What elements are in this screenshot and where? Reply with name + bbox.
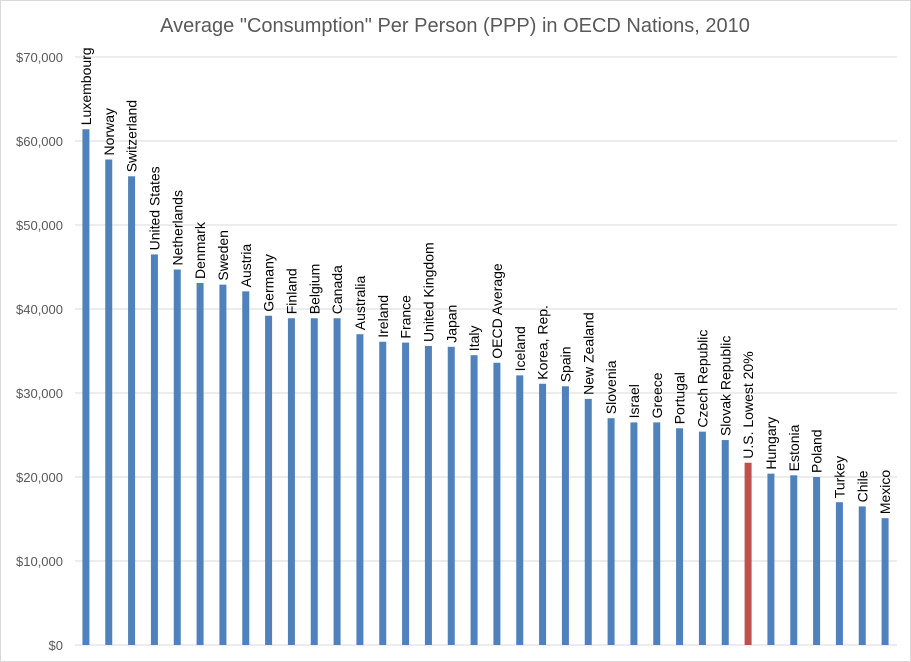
bar-label: Mexico [877, 470, 893, 515]
bar-label: New Zealand [580, 312, 596, 395]
bar [493, 362, 501, 645]
bar [790, 475, 798, 645]
bar-label: Norway [101, 108, 117, 155]
bar-label: Italy [466, 326, 482, 352]
y-tick-label: $50,000 [16, 218, 63, 233]
bar-label: Germany [261, 254, 277, 312]
bar [310, 318, 318, 645]
bar [424, 345, 432, 645]
bar-label: Ireland [375, 295, 391, 338]
bar-label: Hungary [763, 417, 779, 470]
y-tick-label: $70,000 [16, 50, 63, 65]
bar-label: Korea, Rep. [535, 305, 551, 380]
bar-label: Luxembourg [78, 47, 94, 125]
bar-label: Chile [854, 470, 870, 502]
bar [561, 386, 569, 645]
bar-label: Slovenia [603, 360, 619, 414]
bar [265, 315, 273, 645]
bar-label: Finland [283, 268, 299, 314]
bar [470, 355, 478, 645]
bar [173, 269, 181, 645]
bar-label: Netherlands [169, 190, 185, 266]
bar-label: Israel [626, 384, 642, 418]
bar [858, 506, 866, 645]
bar [447, 346, 455, 645]
bar [698, 431, 706, 645]
bar [379, 341, 387, 645]
bar-label: U.S. Lowest 20% [740, 351, 756, 458]
bar [219, 284, 227, 645]
y-tick-label: $0 [49, 638, 63, 653]
y-tick-label: $60,000 [16, 134, 63, 149]
bar-label: Estonia [786, 424, 802, 471]
bar [516, 375, 524, 645]
bar [150, 254, 158, 645]
bar-label: Slovak Republic [717, 336, 733, 436]
bar-label: Portugal [672, 372, 688, 424]
bar [287, 318, 295, 645]
bar [653, 422, 661, 645]
bar [82, 129, 90, 646]
bar [744, 462, 752, 645]
bar [242, 291, 250, 645]
bar [128, 176, 136, 645]
bar-label: United Kingdom [420, 242, 436, 342]
bar-label: Denmark [192, 221, 208, 279]
bar-label: Greece [649, 372, 665, 418]
chart-title: Average "Consumption" Per Person (PPP) i… [160, 15, 750, 37]
bar [584, 398, 592, 645]
bar [630, 422, 638, 645]
bar-label: Austria [238, 244, 254, 288]
bar-label: Sweden [215, 230, 231, 281]
bar [196, 282, 204, 645]
bar-label: Belgium [306, 264, 322, 315]
bar-label: France [398, 295, 414, 339]
bar [721, 440, 729, 645]
bar [356, 334, 364, 645]
bar-label: Spain [557, 346, 573, 382]
y-tick-label: $20,000 [16, 470, 63, 485]
bar [676, 428, 684, 645]
y-tick-label: $30,000 [16, 386, 63, 401]
bar [105, 159, 113, 646]
bar [813, 477, 821, 645]
bar-label: Czech Republic [694, 330, 710, 428]
bar [402, 342, 410, 645]
bar-label: Switzerland [124, 100, 140, 172]
bar-label: Turkey [831, 456, 847, 498]
bar [607, 418, 615, 645]
bar-label: Canada [329, 265, 345, 314]
bar-label: United States [146, 166, 162, 250]
bar-label: Iceland [512, 326, 528, 371]
bar [767, 473, 775, 645]
y-tick-label: $40,000 [16, 302, 63, 317]
bar-label: Japan [443, 305, 459, 343]
bar [835, 502, 843, 645]
bar [539, 383, 547, 645]
bar-label: Poland [809, 429, 825, 473]
y-tick-label: $10,000 [16, 554, 63, 569]
bar-label: Australia [352, 276, 368, 331]
bar [881, 518, 889, 645]
bar [333, 318, 341, 645]
bar-label: OECD Average [489, 263, 505, 359]
